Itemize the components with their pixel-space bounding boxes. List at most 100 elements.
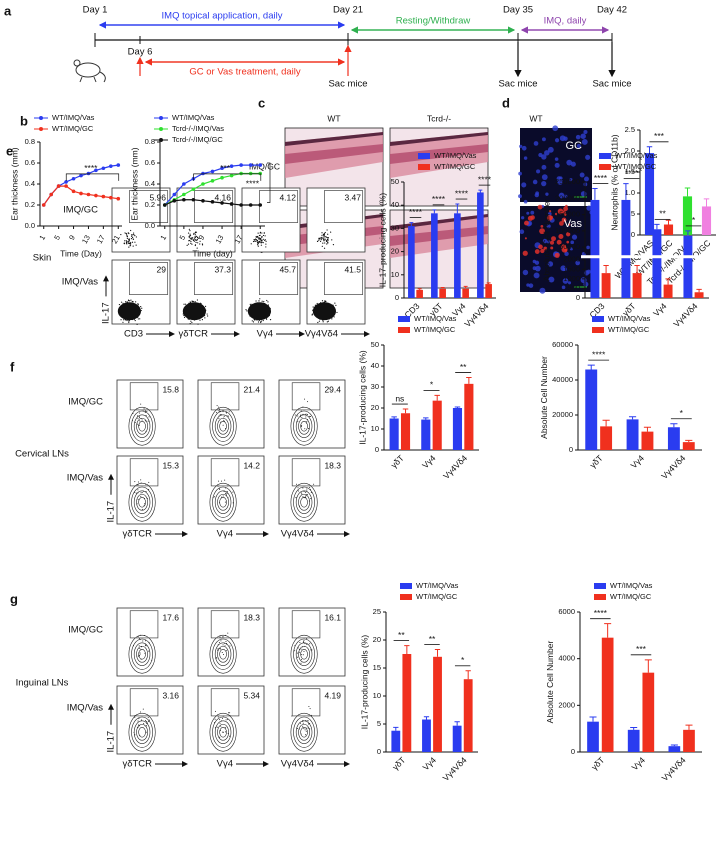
series-line xyxy=(43,164,119,206)
flow-event xyxy=(260,321,262,323)
flow-event xyxy=(296,728,298,730)
flow-event xyxy=(189,235,192,237)
flow-contour xyxy=(138,648,146,660)
bar xyxy=(422,719,431,752)
flow-event xyxy=(326,321,328,323)
flow-contour xyxy=(293,716,315,748)
flow-event xyxy=(146,725,148,727)
flow-event xyxy=(319,240,322,242)
gate-percentage: 14.2 xyxy=(243,460,260,470)
flow-event xyxy=(130,238,133,240)
data-point xyxy=(239,171,243,176)
flow-event xyxy=(258,241,260,243)
nucleus xyxy=(586,205,592,211)
flow-event xyxy=(327,242,329,244)
flow-contour xyxy=(290,712,318,752)
panel-label: f xyxy=(10,359,15,374)
x-axis-label: Vγ4 xyxy=(217,759,233,770)
neutrophil-signal xyxy=(557,208,564,215)
significance-label: ** xyxy=(398,630,405,640)
data-point xyxy=(116,196,121,201)
nucleus xyxy=(541,181,547,187)
flow-event xyxy=(136,423,138,425)
flow-event xyxy=(125,241,128,243)
legend-swatch xyxy=(594,583,606,589)
flow-event xyxy=(131,235,133,238)
flow-contour xyxy=(138,420,146,432)
flow-event xyxy=(148,650,150,652)
flow-event xyxy=(225,727,227,729)
flow-event xyxy=(140,479,142,481)
bar xyxy=(454,213,461,298)
gate xyxy=(129,610,159,639)
flow-event xyxy=(261,232,263,234)
neutrophil-signal xyxy=(562,210,566,214)
flow-event xyxy=(199,240,201,242)
flow-event xyxy=(305,734,307,736)
flow-event xyxy=(301,426,303,428)
flow-event xyxy=(190,320,192,322)
day-label: Day 6 xyxy=(128,47,153,58)
flow-contour xyxy=(133,720,151,744)
error-bar xyxy=(587,364,595,370)
x-tick-label: 5 xyxy=(52,233,62,241)
flow-event xyxy=(324,242,326,244)
image-label: GC xyxy=(566,140,583,152)
flow-event xyxy=(192,238,194,241)
flow-event xyxy=(138,424,140,426)
data-point xyxy=(79,173,83,178)
error-bar xyxy=(603,264,609,274)
bar xyxy=(416,289,423,298)
flow-event xyxy=(295,497,297,499)
x-tick-label: Vγ4 xyxy=(420,453,438,471)
flow-event xyxy=(296,483,298,485)
gate xyxy=(129,458,159,487)
flow-event xyxy=(257,245,259,247)
y-tick-label: 40000 xyxy=(552,375,573,384)
x-tick-label: γδT xyxy=(588,453,605,470)
x-tick-label: Vγ4Vδ4 xyxy=(462,301,490,329)
significance-label: ** xyxy=(429,634,436,644)
flow-contour xyxy=(128,406,156,446)
flow-event xyxy=(137,481,139,483)
flow-event xyxy=(139,647,141,649)
data-point xyxy=(109,164,113,168)
y-tick-label: 0.0 xyxy=(25,221,35,230)
x-tick-label: Vγ4 xyxy=(629,453,647,471)
bar xyxy=(464,383,474,450)
flow-event xyxy=(302,654,304,656)
flow-event xyxy=(265,240,267,242)
error-bar xyxy=(454,721,460,726)
neutrophil-signal xyxy=(524,220,529,226)
significance-label: * xyxy=(680,408,684,418)
flow-event xyxy=(195,241,197,244)
flow-event xyxy=(330,231,332,233)
gate xyxy=(291,382,321,411)
flow-event xyxy=(134,235,136,237)
flow-event xyxy=(323,238,325,240)
nucleus xyxy=(521,182,527,188)
flow-contour xyxy=(133,490,151,514)
flow-contour xyxy=(128,712,156,752)
flow-event xyxy=(226,490,228,492)
flow-event xyxy=(326,229,328,231)
legend-label: WT/IMQ/GC xyxy=(416,592,458,601)
flow-contour xyxy=(138,726,146,738)
data-point xyxy=(248,163,253,167)
flow-event xyxy=(222,644,224,646)
legend-label: WT/IMQ/GC xyxy=(608,325,650,334)
x-axis-label: Vγ4Vδ4 xyxy=(281,529,314,540)
y-tick-label: 30 xyxy=(371,382,379,391)
error-bar xyxy=(454,406,461,408)
flow-event xyxy=(306,720,308,722)
flow-event xyxy=(135,236,137,238)
flow-event xyxy=(261,241,263,243)
error-bar xyxy=(589,716,597,722)
flow-event xyxy=(223,419,225,421)
flow-event xyxy=(128,238,131,240)
y-axis-label: Neutrophils (% of CD11b) xyxy=(609,134,619,230)
error-bar xyxy=(670,423,678,428)
significance-label: **** xyxy=(432,194,446,204)
flow-event xyxy=(308,428,310,430)
bar xyxy=(452,725,462,752)
